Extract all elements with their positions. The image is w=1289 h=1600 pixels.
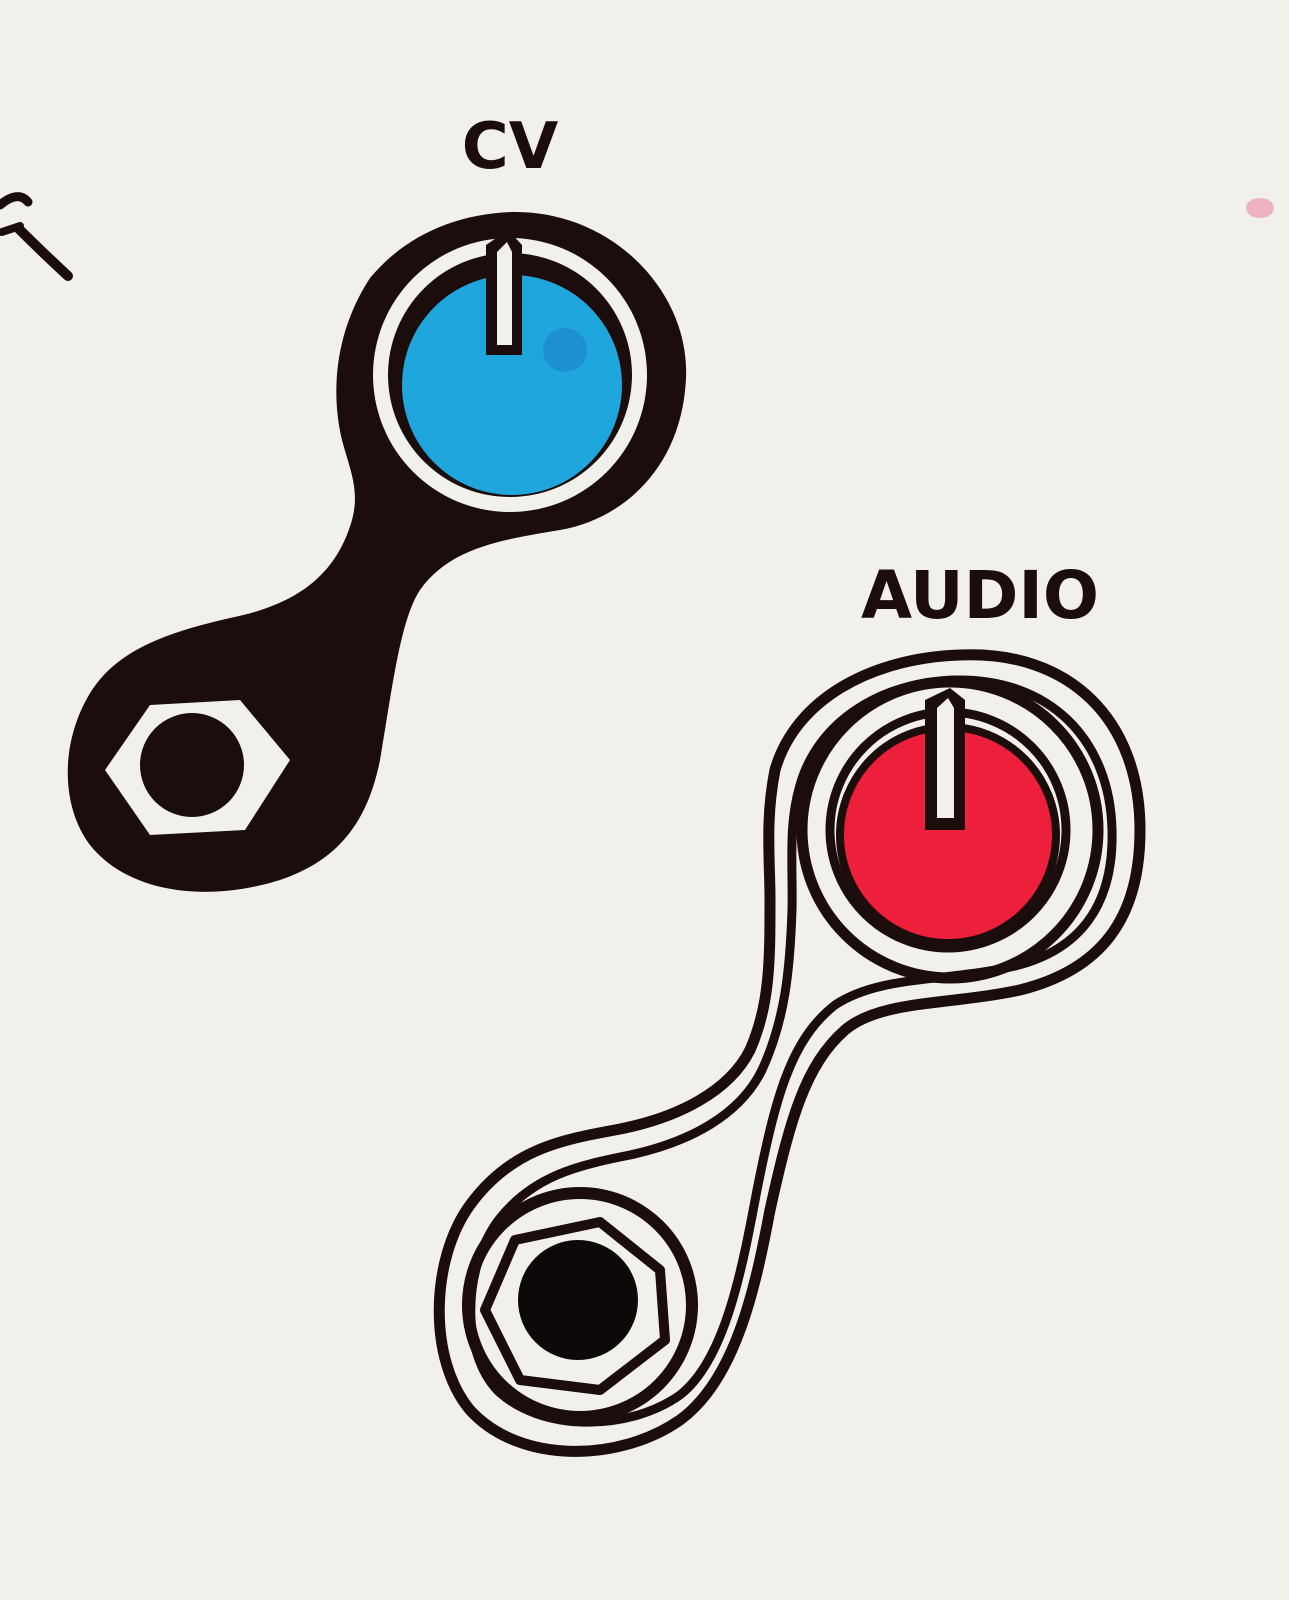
audio-jack-nut xyxy=(480,1217,670,1395)
audio-label: AUDIO xyxy=(861,557,1099,634)
audio-control xyxy=(433,649,1146,1457)
cv-label: CV xyxy=(462,110,559,184)
stray-pink-mark xyxy=(1246,198,1274,218)
audio-jack-outer-ring xyxy=(462,1187,698,1423)
cv-jack[interactable] xyxy=(140,713,244,817)
audio-knob-outer-ring xyxy=(796,676,1104,984)
audio-panel-outline xyxy=(433,649,1146,1457)
cv-control xyxy=(67,211,687,892)
stray-ink-mark xyxy=(0,192,73,281)
audio-jack[interactable] xyxy=(518,1240,638,1360)
